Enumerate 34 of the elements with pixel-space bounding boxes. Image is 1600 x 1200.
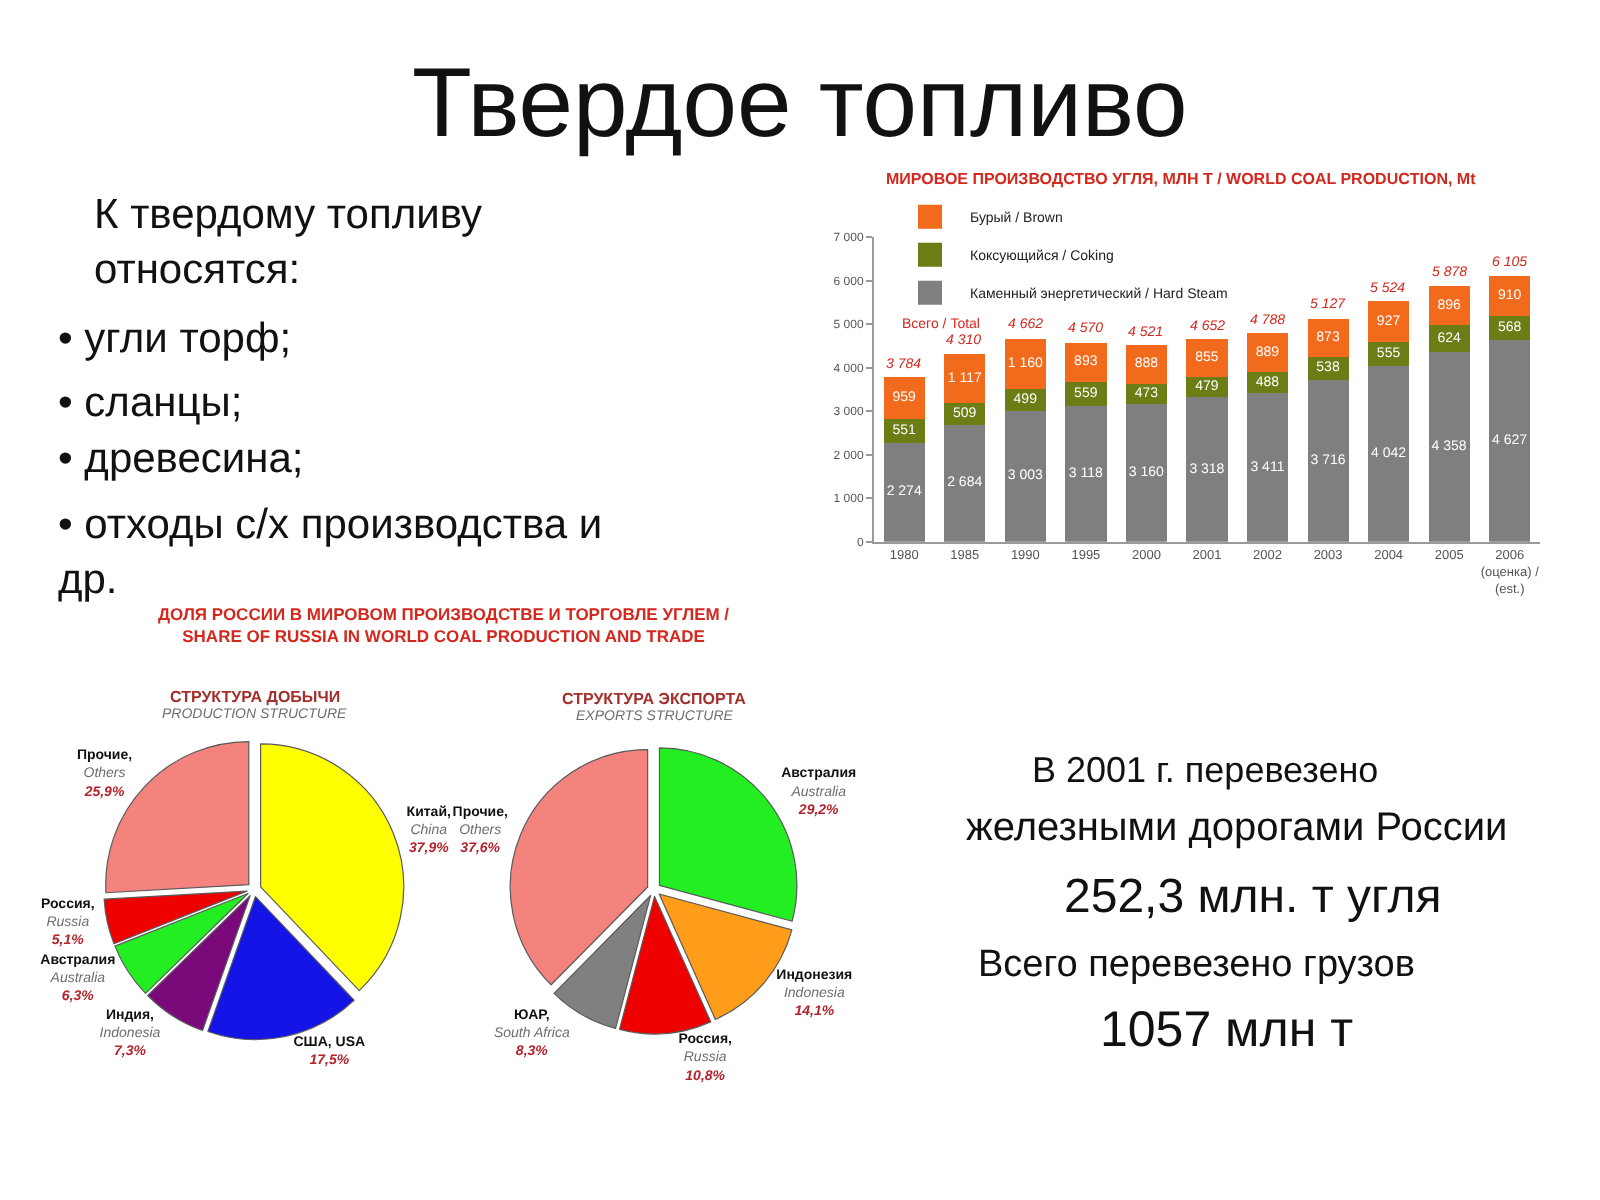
bar <box>1004 411 1046 542</box>
text: В 2001 г. перевезено <box>1032 750 1379 790</box>
text: Твердое топливо <box>412 50 1188 158</box>
bar <box>1307 380 1349 542</box>
bar <box>1065 342 1107 382</box>
bar <box>883 442 925 542</box>
bar <box>1428 352 1470 542</box>
bar <box>1004 338 1046 390</box>
bar <box>1368 365 1410 542</box>
text: 252,3 млн. т угля <box>1064 870 1442 924</box>
text: 1057 млн т <box>1100 1002 1355 1058</box>
text: • древесина; <box>58 436 304 482</box>
bar <box>944 424 986 542</box>
bar <box>883 377 925 419</box>
text: • сланцы; <box>58 380 243 426</box>
text: • отходы с/х производства и др. <box>58 502 603 603</box>
bar <box>1125 404 1168 542</box>
bar <box>1489 276 1531 316</box>
text: Всего перевезено грузов <box>978 944 1415 986</box>
bar <box>1368 301 1410 342</box>
chart-title: СТРУКТУРА ДОБЫЧИ <box>170 688 341 706</box>
bar <box>1246 393 1289 542</box>
text: К твердому топливу относятся: <box>94 192 484 293</box>
bar <box>1307 318 1349 357</box>
bar <box>1186 397 1228 542</box>
text: ДОЛЯ РОССИИ В МИРОВОМ ПРОИЗВОДСТВЕ И ТОРГОВЛЕ УГЛЕМ / SHARE OF RUSSIA IN WORLD COAL PRODUCTION AND TRADE <box>158 604 731 647</box>
bar <box>1489 340 1531 542</box>
text: • угли торф; <box>58 316 292 362</box>
chart-title: МИРОВОЕ ПРОИЗВОДСТВО УГЛЯ, МЛН Т / WORLD COAL PRODUCTION, Mt <box>886 170 1477 188</box>
bar <box>944 354 986 403</box>
chart-title: СТРУКТУРА ЭКСПОРТА <box>562 690 747 708</box>
bar <box>1065 406 1107 542</box>
bar <box>1186 339 1228 377</box>
text: железными дорогами России <box>966 806 1508 850</box>
